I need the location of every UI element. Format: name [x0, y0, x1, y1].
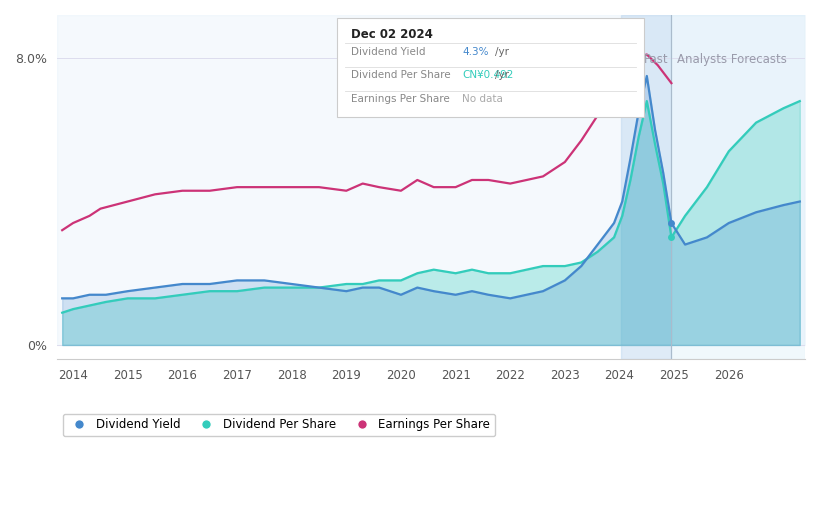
- Text: Past: Past: [644, 53, 668, 66]
- Bar: [621, 15, 672, 359]
- Bar: [672, 15, 805, 359]
- Text: 4.3%: 4.3%: [462, 47, 488, 57]
- Text: Dividend Per Share: Dividend Per Share: [351, 70, 450, 80]
- Legend: Dividend Yield, Dividend Per Share, Earnings Per Share: Dividend Yield, Dividend Per Share, Earn…: [62, 414, 495, 436]
- Text: /yr: /yr: [495, 47, 509, 57]
- Text: /yr: /yr: [495, 70, 509, 80]
- Text: CN¥0.492: CN¥0.492: [462, 70, 514, 80]
- Text: Earnings Per Share: Earnings Per Share: [351, 93, 449, 104]
- Text: Analysts Forecasts: Analysts Forecasts: [677, 53, 787, 66]
- Text: Dec 02 2024: Dec 02 2024: [351, 27, 433, 41]
- Text: No data: No data: [462, 93, 503, 104]
- Text: Dividend Yield: Dividend Yield: [351, 47, 425, 57]
